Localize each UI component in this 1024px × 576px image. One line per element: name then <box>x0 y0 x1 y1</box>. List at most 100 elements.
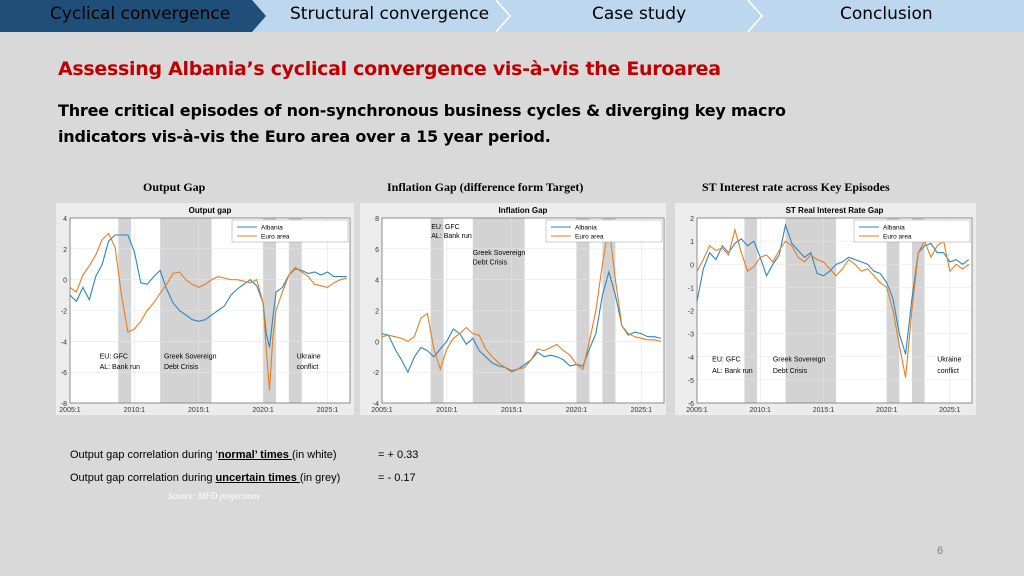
normal-times-value: = + 0.33 <box>378 449 419 461</box>
x-tick-label: 2005:1 <box>59 407 81 414</box>
slide-subtitle: Three critical episodes of non-synchrono… <box>58 101 786 146</box>
tab-label-structural-convergence[interactable]: Structural convergence <box>290 4 490 24</box>
x-tick-label: 2020:1 <box>876 407 898 414</box>
legend-label: Euro area <box>575 234 604 241</box>
plot-frame <box>381 217 665 404</box>
y-tick-label: 2 <box>690 216 694 223</box>
note-text: Output gap correlation during <box>70 472 216 484</box>
note-text: (in grey) <box>299 472 341 484</box>
y-tick-label: 4 <box>63 216 67 223</box>
y-tick-label: 4 <box>375 278 379 285</box>
y-tick-label: 1 <box>690 239 694 246</box>
x-tick-label: 2010:1 <box>436 407 458 414</box>
note-text: Output gap correlation during ‘ <box>70 449 218 461</box>
x-tick-label: 2015:1 <box>501 407 523 414</box>
chart-annotation: Greek Sovereign <box>164 353 217 360</box>
x-tick-label: 2015:1 <box>813 407 835 414</box>
y-tick-label: -5 <box>688 378 694 385</box>
plot-frame <box>69 217 351 404</box>
legend-label: Euro area <box>261 234 290 241</box>
chart-annotation: Debt Crisis <box>473 259 508 266</box>
output-gap-chart: -8 -6 -4 -2 0 2 4 2005:1 2010:1 2015:1 2020:1 2025:… <box>56 203 354 415</box>
chart-annotation: conflict <box>937 368 959 375</box>
legend-box <box>545 219 663 243</box>
interest-rate-gap-chart: -6 -5 -4 -3 -2 -1 0 1 2 2005:1 2010:1 2015:1 2020:1 2… <box>675 203 976 415</box>
chart-annotation: Greek Sovereign <box>773 356 826 363</box>
normal-times-note: Output gap correlation during ‘normal’ t… <box>70 449 337 461</box>
y-tick-label: -3 <box>688 332 694 339</box>
note-text: (in white) <box>291 449 337 461</box>
y-tick-label: 2 <box>63 247 67 254</box>
y-tick-label: 0 <box>690 262 694 269</box>
note-emphasis: normal’ times <box>217 449 292 461</box>
panel-heading-inflation-gap: Inflation Gap (difference form Target) <box>387 180 584 194</box>
series-line-euro-area <box>381 225 661 373</box>
series-line-albania <box>696 222 970 355</box>
y-tick-label: 0 <box>63 278 67 285</box>
chart-annotation: Greek Sovereign <box>473 250 526 257</box>
x-tick-label: 2025:1 <box>939 407 961 414</box>
chart-title: Inflation Gap <box>499 206 548 215</box>
chart-annotation: Ukraine <box>297 353 321 360</box>
legend-label: Albania <box>883 225 905 232</box>
x-tick-label: 2005:1 <box>371 407 393 414</box>
nav-bar <box>0 0 1024 32</box>
legend-label: Albania <box>575 225 597 232</box>
inflation-gap-chart: -4 -2 0 2 4 6 8 2005:1 2010:1 2015:1 2020:1 2025:1 I… <box>360 203 666 415</box>
tab-label-cyclical-convergence[interactable]: Cyclical convergence <box>50 4 231 24</box>
tab-label-conclusion[interactable]: Conclusion <box>840 4 933 24</box>
y-tick-label: 8 <box>375 216 379 223</box>
tab-cyclical-convergence[interactable] <box>0 0 266 32</box>
chart-annotation: EU: GFC <box>100 353 128 360</box>
slide-title: Assessing Albania’s cyclical convergence… <box>58 58 721 80</box>
series-line-euro-area <box>69 232 347 391</box>
source-note: Source: MFD projections <box>168 491 260 501</box>
x-tick-label: 2010:1 <box>750 407 772 414</box>
x-tick-label: 2025:1 <box>317 407 339 414</box>
y-tick-label: -2 <box>373 370 379 377</box>
x-tick-label: 2025:1 <box>631 407 653 414</box>
y-tick-label: -2 <box>688 309 694 316</box>
chart-annotation: AL: Bank run <box>712 368 753 375</box>
legend-label: Albania <box>261 225 283 232</box>
x-tick-label: 2020:1 <box>252 407 274 414</box>
y-tick-label: -8 <box>61 401 67 408</box>
legend-label: Euro area <box>883 234 912 241</box>
y-tick-label: 0 <box>375 339 379 346</box>
plot-frame <box>696 217 973 404</box>
chart-annotation: EU: GFC <box>431 224 459 231</box>
chart-annotation: Debt Crisis <box>773 368 808 375</box>
chart-annotation: conflict <box>297 364 319 371</box>
y-tick-label: -6 <box>688 401 694 408</box>
note-emphasis: uncertain times <box>215 472 300 484</box>
y-tick-label: -4 <box>373 401 379 408</box>
x-tick-label: 2020:1 <box>566 407 588 414</box>
chart-annotation: AL: Bank run <box>100 364 141 371</box>
chart-annotation: Ukraine <box>937 356 961 363</box>
chart-annotation: EU: GFC <box>712 356 740 363</box>
x-tick-label: 2015:1 <box>188 407 210 414</box>
tab-separator <box>747 0 763 32</box>
x-tick-label: 2010:1 <box>124 407 146 414</box>
series-line-albania <box>381 269 661 374</box>
uncertain-times-value: = - 0.17 <box>378 472 416 484</box>
panel-heading-output-gap: Output Gap <box>143 180 206 194</box>
chart-annotation: AL: Bank run <box>431 233 472 240</box>
tab-label-case-study[interactable]: Case study <box>592 4 687 24</box>
x-tick-label: 2005:1 <box>686 407 708 414</box>
y-tick-label: 6 <box>375 247 379 254</box>
chart-title: Output gap <box>189 206 232 215</box>
uncertain-times-note: Output gap correlation during uncertain … <box>70 472 340 484</box>
legend-box <box>231 219 349 243</box>
tab-separator <box>495 0 511 32</box>
y-tick-label: -6 <box>61 370 67 377</box>
y-tick-label: 2 <box>375 309 379 316</box>
y-tick-label: -2 <box>61 309 67 316</box>
y-tick-label: -1 <box>688 285 694 292</box>
chart-annotation: Debt Crisis <box>164 364 199 371</box>
page-number: 6 <box>937 545 944 557</box>
y-tick-label: -4 <box>61 339 67 346</box>
panel-heading-interest-rate: ST Interest rate across Key Episodes <box>702 180 890 194</box>
y-tick-label: -4 <box>688 355 694 362</box>
series-line-euro-area <box>696 227 970 378</box>
